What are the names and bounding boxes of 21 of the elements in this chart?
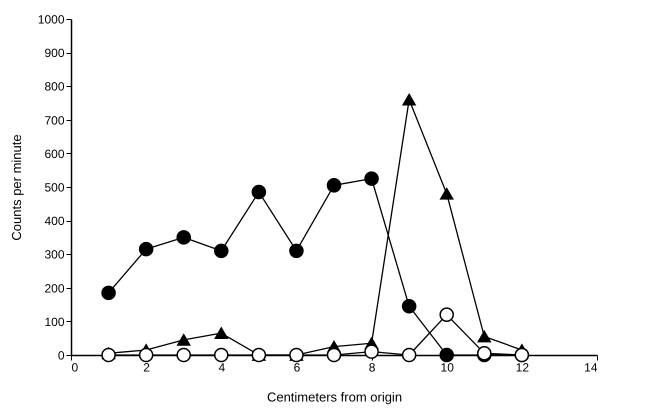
y-tick-label: 0	[58, 348, 65, 362]
x-tick-label: 12	[516, 360, 530, 374]
y-tick-label: 400	[44, 214, 65, 228]
x-tick-label: 0	[72, 360, 78, 374]
y-tick-label: 100	[44, 314, 65, 329]
y-tick-label: 500	[44, 180, 65, 194]
y-tick-label: 200	[44, 281, 65, 296]
y-tick-label: 700	[44, 113, 65, 128]
y-tick-label: 900	[44, 46, 65, 60]
y-tick-label: 800	[44, 80, 65, 94]
x-tick-label: 14	[584, 360, 598, 374]
y-axis-title: Counts per minute	[8, 134, 24, 241]
x-axis-title: Centimeters from origin	[266, 390, 402, 404]
y-tick-label: 1000	[38, 12, 65, 26]
x-tick-label: 10	[440, 360, 454, 374]
y-tick-label: 300	[44, 248, 65, 262]
x-tick-label: 8	[368, 360, 376, 374]
x-tick-label: 2	[143, 360, 150, 374]
x-tick-label: 4	[218, 360, 226, 374]
y-tick-label: 600	[44, 146, 65, 161]
x-tick-label: 6	[294, 360, 301, 374]
